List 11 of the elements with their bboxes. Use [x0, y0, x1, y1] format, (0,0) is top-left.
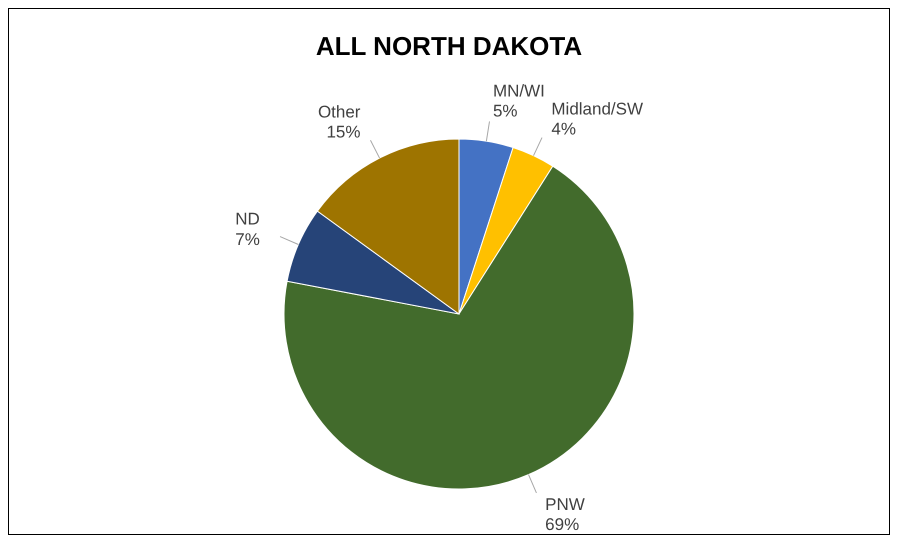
slice-label: MN/WI — [492, 81, 545, 100]
data-label: 4% — [551, 120, 576, 139]
data-label: 7% — [235, 230, 260, 249]
slice-label: Other — [318, 102, 361, 122]
data-label: 69% — [545, 515, 580, 534]
slice-label: PNW — [545, 494, 585, 514]
chart-title: ALL NORTH DAKOTA — [314, 31, 584, 62]
slice-label: ND — [235, 209, 260, 228]
data-label: 15% — [326, 122, 360, 142]
slice-label: Midland/SW — [551, 99, 644, 118]
data-label: 5% — [492, 102, 518, 121]
